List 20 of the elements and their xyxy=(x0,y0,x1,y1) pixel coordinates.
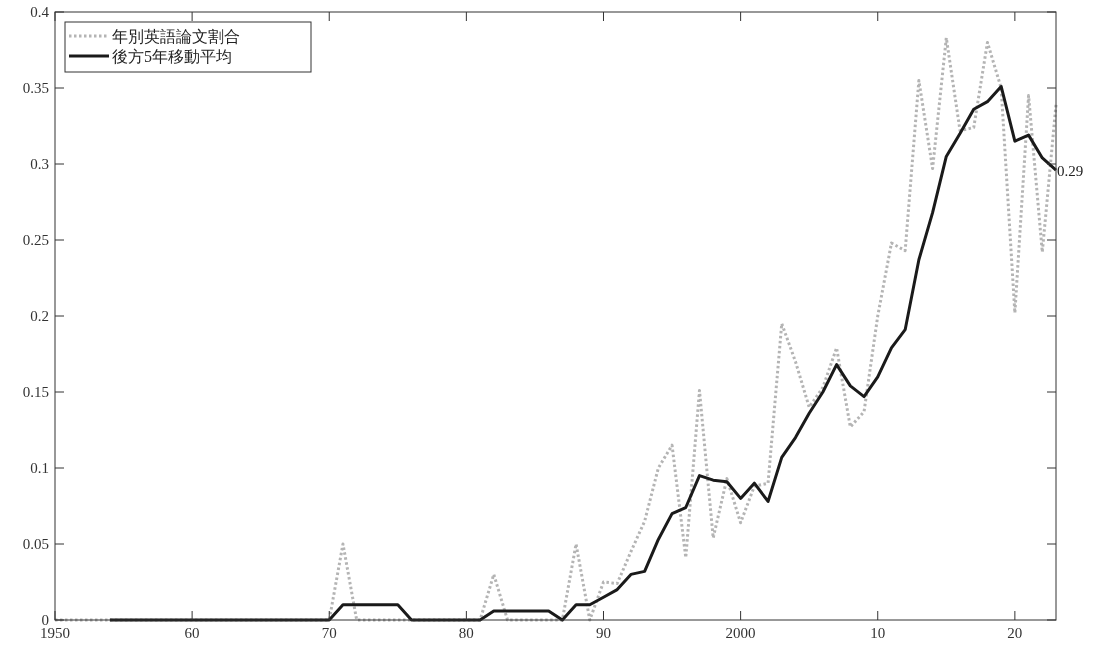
x-tick-label: 90 xyxy=(595,625,611,641)
x-tick-label: 2000 xyxy=(725,625,756,641)
y-tick-label: 0.2 xyxy=(30,308,49,324)
legend-label: 年別英語論文割合 xyxy=(112,28,240,45)
y-tick-label: 0.1 xyxy=(30,460,49,476)
y-tick-label: 0.4 xyxy=(30,4,50,20)
x-tick-label: 80 xyxy=(458,625,474,641)
y-tick-label: 0.15 xyxy=(22,384,49,400)
y-tick-label: 0.3 xyxy=(30,156,49,172)
y-tick-label: 0.25 xyxy=(22,232,49,248)
x-tick-label: 60 xyxy=(184,625,200,641)
x-tick-label: 10 xyxy=(870,625,886,641)
legend-label: 後方5年移動平均 xyxy=(112,48,232,65)
annotation: 0.29 xyxy=(1057,163,1084,180)
y-tick-label: 0.35 xyxy=(22,80,49,96)
x-tick-label: 1950 xyxy=(40,625,70,641)
x-tick-label: 20 xyxy=(1007,625,1023,641)
y-tick-label: 0.05 xyxy=(22,536,49,552)
x-tick-label: 70 xyxy=(321,625,337,641)
y-tick-label: 0 xyxy=(41,612,49,628)
